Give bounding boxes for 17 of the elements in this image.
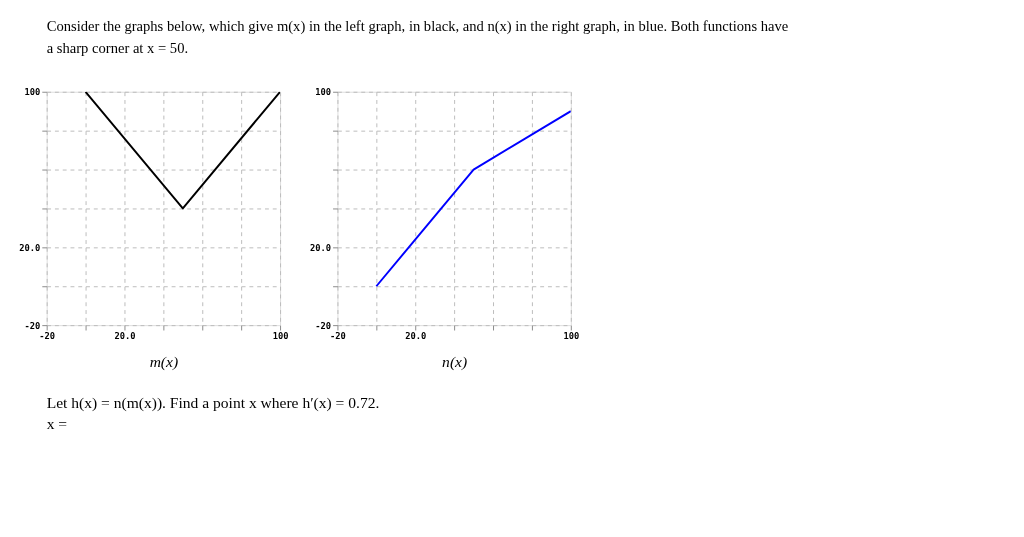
y-tick-label: 100 bbox=[315, 87, 332, 98]
text: x = bbox=[46, 415, 68, 433]
x-tick-label: 100 bbox=[272, 331, 289, 342]
x-tick-label: -20 bbox=[39, 331, 56, 342]
y-tick-label: -20 bbox=[24, 320, 41, 331]
y-tick-label: -20 bbox=[315, 320, 332, 331]
text: Consider the graphs below, which give m(x) in the left graph, in black, and n(x) in the right graph, in blue. Both functions have a sharp corner at x = 50. bbox=[46, 18, 789, 56]
x-tick-label: 20.0 bbox=[114, 331, 136, 342]
x-tick-label: 100 bbox=[563, 331, 580, 342]
y-tick-label: 20.0 bbox=[19, 242, 41, 253]
y-tick-label: 100 bbox=[24, 87, 41, 98]
x-tick-label: -20 bbox=[330, 331, 346, 342]
x-axis-title: m(x) bbox=[149, 353, 179, 372]
x-tick-label: 20.0 bbox=[405, 331, 427, 342]
text: Let h(x) = n(m(x)). Find a point x where h′(x) = 0.72. bbox=[46, 393, 380, 412]
x-axis-title: n(x) bbox=[442, 353, 468, 372]
y-tick-label: 20.0 bbox=[310, 242, 332, 253]
